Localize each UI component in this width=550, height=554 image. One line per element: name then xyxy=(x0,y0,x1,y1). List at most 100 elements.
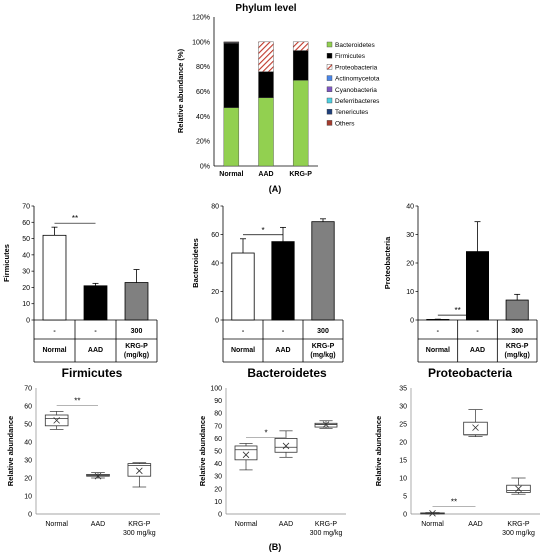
firm-bar-y-tick: 40 xyxy=(22,252,30,259)
prot-bar-table-dose: 300 xyxy=(511,328,523,335)
prot-bar-y-tick: 0 xyxy=(410,318,414,325)
bact-box-sig: * xyxy=(264,428,267,437)
prot-bar-y-label: Proteobacteria xyxy=(383,236,392,289)
prot-box-sig: ** xyxy=(451,498,457,507)
phylum-title: Phylum level xyxy=(235,3,296,14)
legend-swatch xyxy=(326,53,333,59)
prot-box-y-tick: 5 xyxy=(403,494,407,501)
phylum-bar-segment xyxy=(258,71,274,98)
prot-box-x-tick: KRG-P xyxy=(507,521,530,528)
bact-bar-bar xyxy=(231,252,255,321)
firm-box-y-tick: 10 xyxy=(24,494,32,501)
bact-bar-table-dose: 300 xyxy=(317,328,329,335)
caption-a: (A) xyxy=(269,184,282,194)
prot-bar-table-group: Normal xyxy=(426,347,450,354)
phylum-y-tick: 20% xyxy=(196,139,210,146)
bact-bar-table-group: AAD xyxy=(275,347,290,354)
legend-swatch xyxy=(326,41,333,48)
firm-bar-table-group: Normal xyxy=(42,347,66,354)
bact-bar-y-tick: 20 xyxy=(211,289,219,296)
firm-box-y-tick: 50 xyxy=(24,422,32,429)
firm-bar-sig: ** xyxy=(72,214,78,223)
phylum-x-tick: Normal xyxy=(219,171,243,178)
legend-swatch xyxy=(326,120,333,126)
firm-bar-y-tick: 70 xyxy=(22,204,30,211)
prot-bar-table-group: KRG-P xyxy=(506,343,529,350)
legend-swatch xyxy=(326,75,333,81)
phylum-x-tick: AAD xyxy=(258,171,273,178)
phylum-y-label: Relative abundance (%) xyxy=(176,48,185,133)
prot-box-y-label: Relative abundance xyxy=(374,416,383,486)
firm-box-x-tick: AAD xyxy=(91,521,105,528)
bact-box-box xyxy=(274,437,298,453)
bact-bar-table-dose: - xyxy=(282,328,285,335)
firm-box-title: Firmicutes xyxy=(62,366,123,380)
bact-bar-y-tick: 0 xyxy=(215,318,219,325)
firm-box-box xyxy=(127,463,152,477)
bact-bar-y-tick: 60 xyxy=(211,232,219,239)
legend-label: Deferribacteres xyxy=(335,98,380,105)
bact-box-y-tick: 60 xyxy=(214,436,222,443)
phylum-bar-segment xyxy=(258,41,274,72)
bact-bar-sig: * xyxy=(261,226,264,235)
bact-bar-y-tick: 40 xyxy=(211,261,219,268)
charts-layer: Phylum level 0% 20% 40% 60% 80% 100% 120% Relati… xyxy=(2,3,540,537)
firm-bar-table-group: KRG-P xyxy=(125,343,148,350)
legend-label: Cyanobacteria xyxy=(335,87,377,94)
bact-box-y-tick: 0 xyxy=(218,512,222,519)
bact-bar-bar xyxy=(271,241,295,321)
bact-box-y-tick: 10 xyxy=(214,499,222,506)
legend-label: Firmicutes xyxy=(335,53,366,60)
bact-box-x-tick: AAD xyxy=(279,521,293,528)
bact-bar-y-tick: 80 xyxy=(211,204,219,211)
phylum-bar-segment xyxy=(258,97,274,167)
firm-box-x-tick: 300 mg/kg xyxy=(123,530,156,537)
firm-bar-table-dose: - xyxy=(94,328,97,335)
firm-bar-y-tick: 30 xyxy=(22,269,30,276)
prot-box-x-tick: AAD xyxy=(468,521,482,528)
bact-box-mean-marker xyxy=(282,442,290,450)
legend-swatch xyxy=(326,86,333,93)
bact-box-x-tick: 300 mg/kg xyxy=(310,530,343,537)
legend-label: Proteobacteria xyxy=(335,64,378,71)
phylum-bar-segment xyxy=(292,41,309,51)
bact-box-title: Bacteroidetes xyxy=(247,366,327,380)
firm-bar-y-tick: 0 xyxy=(26,318,30,325)
bact-box-x-tick: Normal xyxy=(235,521,258,528)
bact-box-y-tick: 50 xyxy=(214,449,222,456)
prot-box-box xyxy=(463,421,488,436)
prot-box-y-tick: 20 xyxy=(399,440,407,447)
prot-box-y-tick: 25 xyxy=(399,422,407,429)
bact-box-mean-marker xyxy=(322,421,330,428)
firm-bar-table-group: AAD xyxy=(88,347,103,354)
firm-box-x-tick: Normal xyxy=(45,521,68,528)
firm-bar-table-unit: (mg/kg) xyxy=(124,352,149,359)
firm-box-y-tick: 30 xyxy=(24,458,32,465)
firm-box-y-tick: 20 xyxy=(24,476,32,483)
legend-swatch xyxy=(326,97,333,104)
phylum-y-tick: 80% xyxy=(196,64,210,71)
phylum-y-tick: 60% xyxy=(196,89,210,96)
prot-box-y-tick: 30 xyxy=(399,404,407,411)
prot-bar-table-unit: (mg/kg) xyxy=(505,352,530,359)
legend-label: Tenericutes xyxy=(335,109,369,116)
firm-box-y-tick: 0 xyxy=(28,512,32,519)
phylum-bar-segment xyxy=(223,42,240,108)
firm-box-sig: ** xyxy=(74,396,80,405)
prot-bar-table-dose: - xyxy=(437,328,440,335)
prot-box-x-tick: 300 mg/kg xyxy=(502,530,535,537)
firm-bar-bar xyxy=(124,282,149,321)
bact-bar-table-group: Normal xyxy=(231,347,255,354)
bact-box-mean-marker xyxy=(242,451,250,459)
firm-bar-y-tick: 20 xyxy=(22,285,30,292)
prot-box-mean-marker xyxy=(472,424,479,431)
phylum-y-tick: 100% xyxy=(192,39,210,46)
firm-box-mean-marker xyxy=(136,467,143,475)
phylum-y-tick: 120% xyxy=(192,15,210,22)
firm-bar-y-tick: 60 xyxy=(22,220,30,227)
legend-label: Others xyxy=(335,120,355,127)
firm-bar-y-tick: 10 xyxy=(22,301,30,308)
legend-label: Bacteroidetes xyxy=(335,42,375,49)
bact-box-y-tick: 100 xyxy=(210,386,222,393)
